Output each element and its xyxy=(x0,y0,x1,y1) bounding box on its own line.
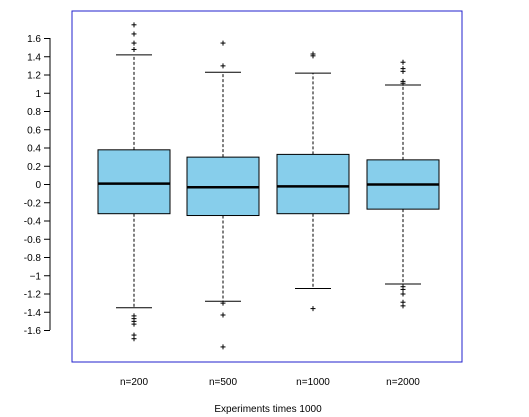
y-tick-label: 1.2 xyxy=(27,71,41,82)
y-tick-label: 0 xyxy=(35,180,41,191)
y-tick-label: -1.6 xyxy=(24,326,42,337)
outlier-point xyxy=(131,31,137,37)
y-tick-label: -0.2 xyxy=(24,198,42,209)
x-category-label: n=1000 xyxy=(296,377,330,388)
box-n=200 xyxy=(97,22,171,342)
outlier-point xyxy=(220,40,226,46)
outlier-point xyxy=(310,306,316,312)
outlier-point xyxy=(131,40,137,46)
x-category-label: n=200 xyxy=(120,377,149,388)
y-tick-label: 0.8 xyxy=(27,107,41,118)
x-category-label: n=500 xyxy=(209,377,238,388)
x-axis-labels: n=200 n=500 n=1000 n=2000 xyxy=(120,377,420,388)
outlier-point xyxy=(220,312,226,318)
y-tick-label: -0.8 xyxy=(24,253,42,264)
iqr-box xyxy=(97,149,171,215)
outlier-point xyxy=(220,63,226,69)
outlier-point xyxy=(400,303,406,309)
x-axis-title: Experiments times 1000 xyxy=(214,404,322,415)
outlier-point xyxy=(131,46,137,52)
y-tick-label: 1.6 xyxy=(27,34,41,45)
y-tick-label: -0.6 xyxy=(24,235,42,246)
y-axis-ticks: -1.6 -1.4 -1.2 −1 -0.8 -0.6 -0.4 -0.2 0 0.2 0.4 0.6… xyxy=(24,34,50,337)
outlier-point xyxy=(310,53,316,59)
outlier-point xyxy=(400,59,406,65)
outlier-point xyxy=(400,80,406,86)
y-tick-label: 0.6 xyxy=(27,125,41,136)
box-n=500 xyxy=(186,40,260,350)
y-tick-label: −1 xyxy=(30,271,42,282)
y-tick-label: -1.2 xyxy=(24,290,42,301)
y-tick-label: -0.4 xyxy=(24,217,42,228)
box-n=1000 xyxy=(276,51,350,312)
y-tick-label: 1.4 xyxy=(27,52,41,63)
box-n=2000 xyxy=(366,59,440,309)
outlier-point xyxy=(400,68,406,74)
y-tick-label: 0.2 xyxy=(27,162,41,173)
outlier-point xyxy=(220,300,226,306)
outlier-point xyxy=(400,291,406,297)
y-tick-label: -1.4 xyxy=(24,308,42,319)
boxes-group xyxy=(97,22,440,350)
y-tick-label: 0.4 xyxy=(27,144,41,155)
y-tick-label: 1 xyxy=(35,89,41,100)
x-category-label: n=2000 xyxy=(386,377,420,388)
outlier-point xyxy=(131,321,137,327)
outlier-point xyxy=(400,286,406,292)
iqr-box xyxy=(276,153,350,215)
outlier-point xyxy=(131,22,137,28)
outlier-point xyxy=(220,344,226,350)
plot-frame xyxy=(71,10,463,363)
outlier-point xyxy=(131,336,137,342)
